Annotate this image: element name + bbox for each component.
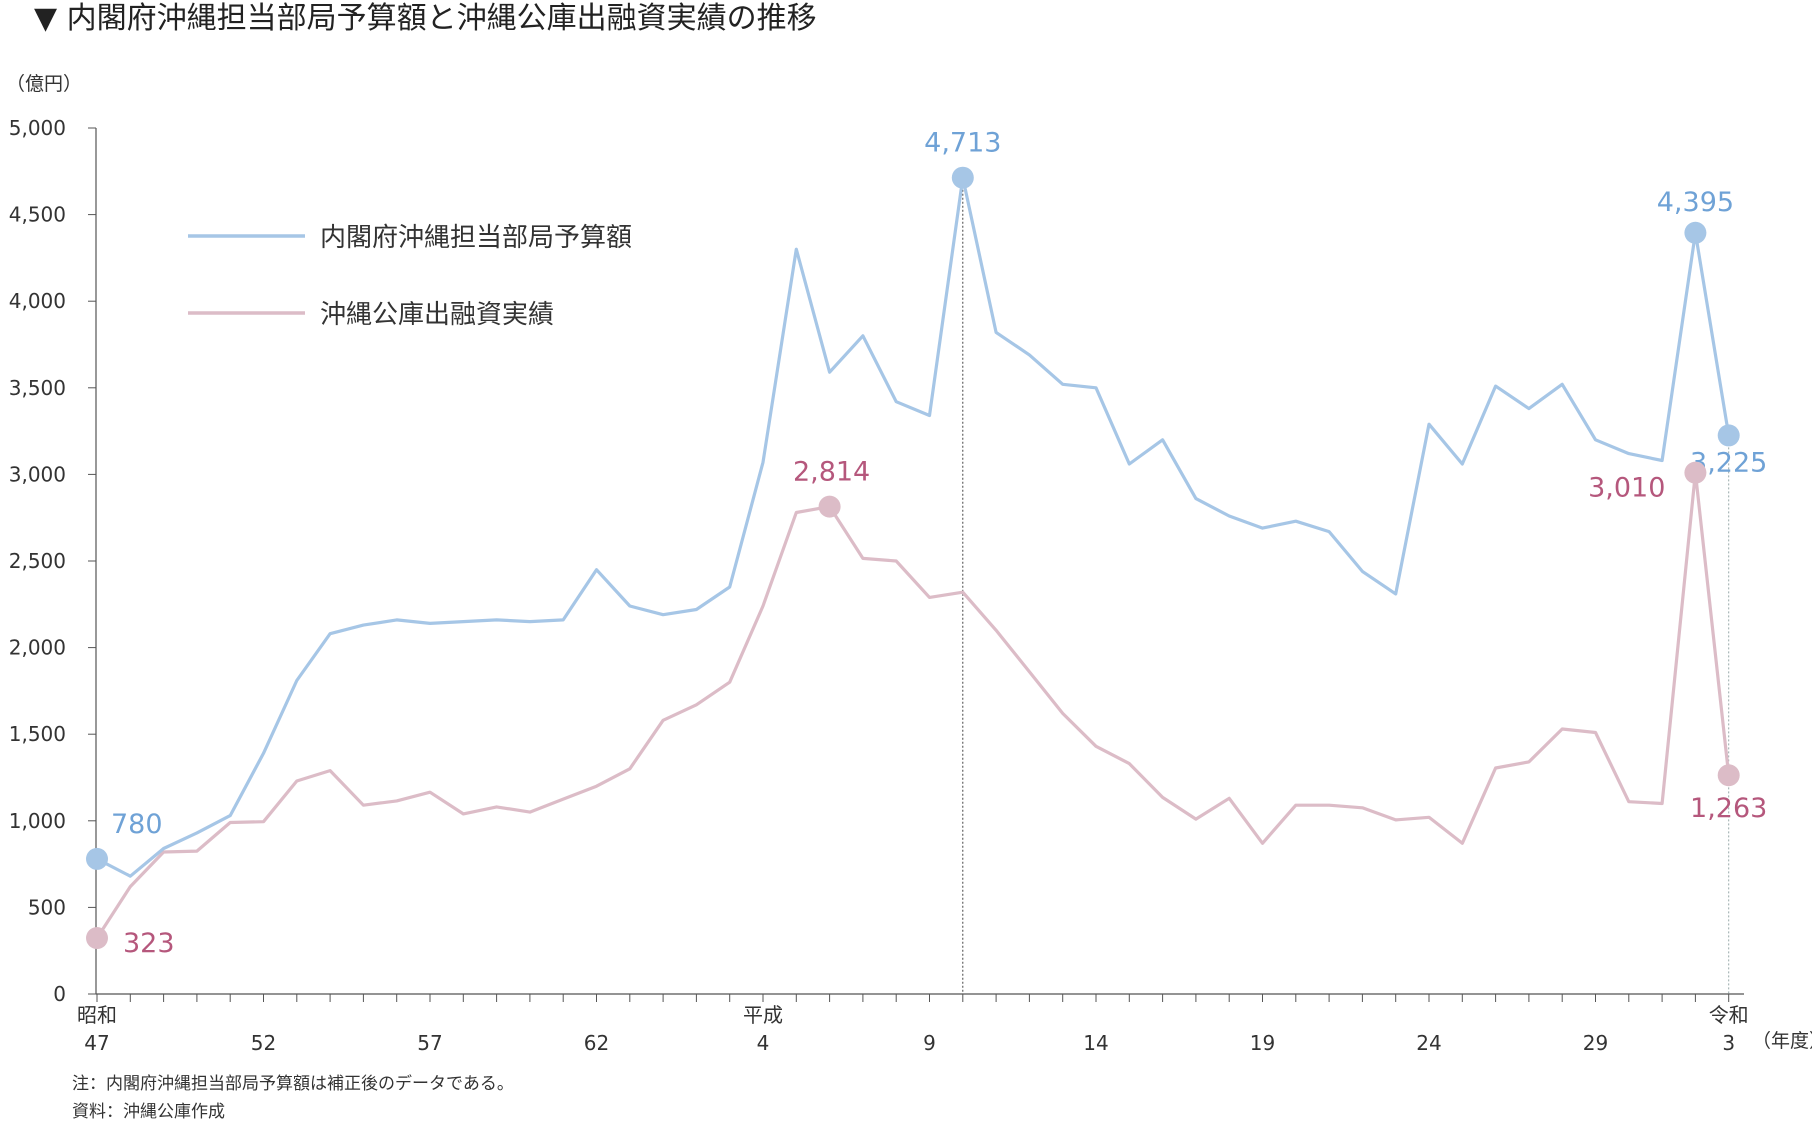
x-tick-label: 3 [1722, 1031, 1735, 1055]
series-line-budget [96, 176, 1731, 878]
x-tick-label: 19 [1250, 1031, 1275, 1055]
highlight-point [951, 166, 974, 189]
y-tick-label: 1,500 [9, 722, 66, 746]
data-label: 4,713 [924, 128, 1001, 159]
chart-title-text: 内閣府沖縄担当部局予算額と沖縄公庫出融資実績の推移 [67, 1, 817, 36]
highlight-point [818, 495, 841, 518]
y-tick-label: 5,000 [9, 116, 66, 140]
legend: 内閣府沖縄担当部局予算額 沖縄公庫出融資実績 [188, 223, 632, 330]
data-label: 3,010 [1588, 473, 1665, 504]
x-tick-label: 9 [923, 1031, 936, 1055]
data-label: 4,395 [1657, 187, 1734, 218]
highlight-point [1717, 424, 1740, 447]
highlight-point [1684, 461, 1707, 484]
data-label: 323 [123, 928, 175, 959]
x-tick-label: 47 [84, 1031, 109, 1055]
x-tick-label: 24 [1416, 1031, 1441, 1055]
highlight-point [1717, 764, 1740, 787]
y-tick-label: 1,000 [9, 809, 66, 833]
series-line-loans [95, 471, 1731, 939]
axes-layer: 0 500 1,000 1,500 2,000 2,500 3,000 3,500 4,000 4… [9, 116, 1749, 1055]
legend-label-loans: 沖縄公庫出融資実績 [320, 300, 554, 330]
y-axis-unit: （億円） [6, 73, 82, 95]
x-era-label: 令和 [1709, 1003, 1749, 1027]
x-tick-label: 62 [584, 1031, 609, 1055]
y-tick-label: 4,500 [9, 203, 66, 227]
chart-title: ▼ 内閣府沖縄担当部局予算額と沖縄公庫出融資実績の推移 [34, 1, 817, 36]
x-tick-label: 29 [1583, 1031, 1608, 1055]
highlight-point [86, 847, 108, 870]
x-tick-label: 52 [251, 1031, 276, 1055]
series-layer [95, 176, 1731, 939]
legend-label-budget: 内閣府沖縄担当部局予算額 [320, 223, 632, 253]
y-tick-label: 2,000 [9, 636, 66, 660]
y-tick-label: 2,500 [9, 549, 66, 573]
x-era-label: 平成 [743, 1003, 783, 1027]
x-tick-label: 14 [1083, 1031, 1108, 1055]
y-tick-label: 500 [28, 895, 66, 919]
y-tick-label: 3,000 [9, 462, 66, 486]
y-tick-label: 3,500 [9, 376, 66, 400]
highlight-point [1684, 221, 1707, 244]
data-label: 2,814 [793, 457, 870, 488]
x-era-label: 昭和 [77, 1003, 117, 1027]
data-label: 1,263 [1690, 793, 1767, 824]
x-tick-label: 57 [417, 1031, 442, 1055]
data-label: 780 [111, 809, 163, 840]
y-tick-label: 0 [53, 982, 66, 1006]
x-tick-label: 4 [757, 1031, 770, 1055]
y-tick-label: 4,000 [9, 289, 66, 313]
highlight-point [86, 927, 108, 950]
footnote: 注：内閣府沖縄担当部局予算額は補正後のデータである。 [72, 1073, 514, 1094]
title-marker-icon: ▼ [34, 1, 67, 36]
x-axis-unit: （年度） [1752, 1030, 1812, 1052]
source-note: 資料：沖縄公庫作成 [72, 1102, 225, 1122]
